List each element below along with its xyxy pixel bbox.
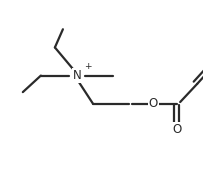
Text: O: O	[172, 123, 181, 136]
Text: N: N	[73, 69, 81, 82]
Text: O: O	[149, 97, 158, 110]
Text: +: +	[84, 62, 92, 71]
